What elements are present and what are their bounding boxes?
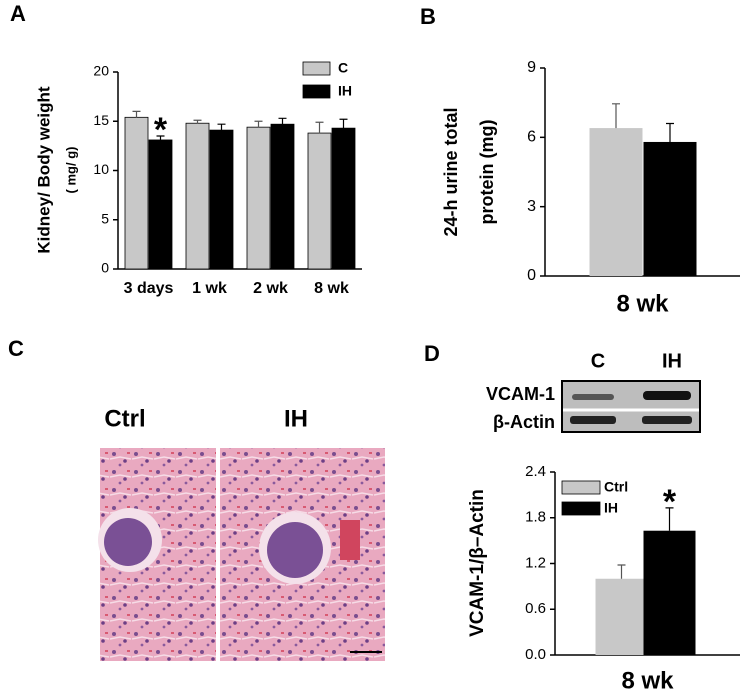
x-tick-label: 3 days	[124, 280, 174, 297]
annotation: *	[663, 483, 677, 521]
error-bar	[156, 135, 165, 140]
bar	[595, 578, 648, 655]
y-tick-label: 20	[93, 63, 109, 79]
x-tick-label: 8 wk	[621, 667, 674, 694]
error-bar	[612, 103, 620, 129]
y-axis-label: Kidney/ Body weight	[34, 86, 53, 254]
y-tick-label: 0	[101, 260, 109, 276]
bar	[246, 126, 271, 270]
panel-label: C	[8, 336, 24, 361]
x-tick-label: 8 wk	[314, 280, 349, 297]
bar	[643, 530, 696, 655]
image-label: IH	[284, 405, 308, 432]
legend-swatch	[302, 84, 331, 99]
bar	[331, 127, 356, 270]
y-tick-label: 0	[527, 267, 536, 284]
y-tick-label: 1.2	[525, 554, 546, 571]
bar	[124, 116, 149, 270]
bar	[185, 122, 210, 270]
error-bar	[666, 122, 674, 142]
blot-row-label: VCAM-1	[486, 384, 555, 404]
legend-swatch	[302, 61, 331, 76]
legend-label: IH	[604, 500, 618, 516]
x-tick-label: 1 wk	[192, 280, 227, 297]
y-tick-label: 0.0	[525, 646, 546, 663]
y-axis-label: ( mg/ g)	[63, 147, 78, 194]
image-label: Ctrl	[104, 405, 145, 432]
legend-label: IH	[338, 83, 352, 99]
panel-label: A	[10, 1, 26, 26]
bar	[307, 132, 332, 270]
legend-label: C	[338, 60, 348, 76]
error-bar	[193, 119, 202, 124]
panel-label: D	[424, 341, 440, 366]
histology-image	[98, 448, 216, 661]
y-tick-label: 0.6	[525, 600, 546, 617]
blot-image	[561, 380, 701, 433]
y-axis-label: VCAM-1/β–Actin	[467, 489, 488, 637]
y-tick-label: 15	[93, 112, 109, 128]
error-bar	[665, 507, 674, 531]
error-bar	[132, 110, 141, 118]
x-tick-label: 2 wk	[253, 280, 288, 297]
bar	[270, 123, 295, 270]
error-bar	[217, 123, 226, 131]
y-tick-label: 9	[527, 59, 536, 76]
lane-label: IH	[662, 350, 682, 372]
panel-label: B	[420, 4, 436, 29]
bar	[148, 139, 173, 270]
y-tick-label: 2.4	[525, 463, 546, 480]
legend-label: Ctrl	[604, 479, 628, 495]
legend-swatch	[561, 480, 601, 495]
bar	[643, 141, 697, 276]
x-tick-label: 8 wk	[616, 290, 669, 317]
histology-image	[220, 448, 385, 661]
error-bar	[339, 118, 348, 129]
y-tick-label: 5	[101, 210, 109, 226]
error-bar	[254, 120, 263, 128]
y-tick-label: 6	[527, 129, 536, 146]
y-axis-label: protein (mg)	[477, 120, 497, 225]
legend-swatch	[561, 501, 601, 516]
bar	[589, 128, 643, 276]
y-tick-label: 10	[93, 161, 109, 177]
y-tick-label: 1.8	[525, 509, 546, 526]
error-bar	[315, 121, 324, 134]
blot-row-label: β-Actin	[493, 412, 555, 432]
error-bar	[617, 564, 626, 579]
y-tick-label: 3	[527, 198, 536, 215]
lane-label: C	[591, 350, 605, 372]
annotation: *	[154, 111, 168, 149]
error-bar	[278, 117, 287, 125]
y-axis-label: 24-h urine total	[441, 107, 461, 236]
bar	[209, 129, 234, 270]
